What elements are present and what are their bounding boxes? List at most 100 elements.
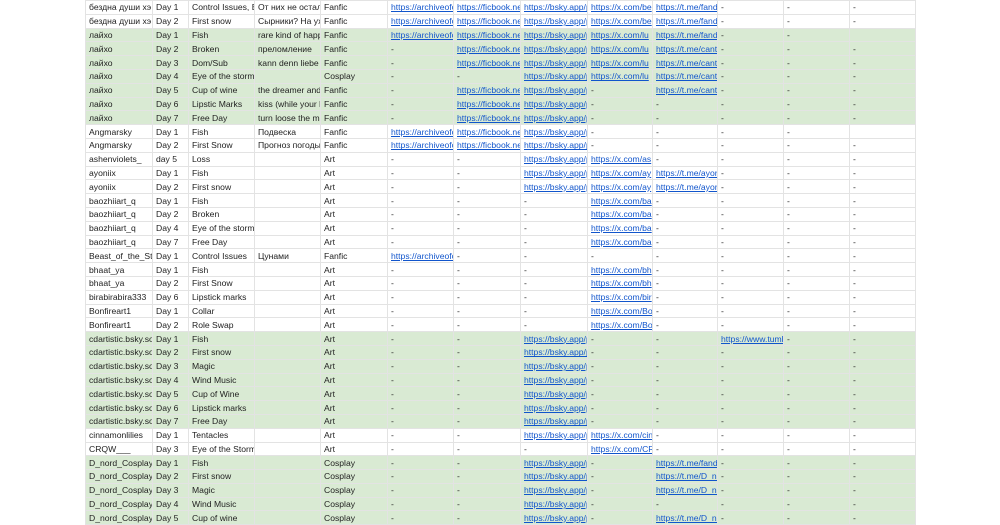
hyperlink[interactable]: https://x.com/lu: [591, 29, 649, 40]
cell-type[interactable]: Fanfic: [320, 41, 388, 57]
cell-ficbook-link[interactable]: -: [453, 413, 521, 429]
cell-prompt[interactable]: Eye of the storm: [188, 220, 255, 236]
hyperlink[interactable]: https://x.com/bir: [591, 292, 652, 303]
cell-title[interactable]: [254, 510, 321, 525]
cell-ao3-link[interactable]: -: [387, 55, 454, 70]
hyperlink[interactable]: https://ficbook.ne: [457, 57, 521, 68]
cell-ficbook-link[interactable]: https://ficbook.ne: [453, 27, 521, 43]
hyperlink[interactable]: https://x.com/bh: [591, 278, 652, 289]
cell-telegram-link[interactable]: -: [652, 248, 718, 264]
cell-title[interactable]: [254, 179, 321, 195]
hyperlink[interactable]: https://x.com/as: [591, 154, 652, 165]
hyperlink[interactable]: https://x.com/be: [591, 16, 652, 27]
cell-ficbook-link[interactable]: -: [453, 386, 521, 402]
cell-tumblr-link[interactable]: -: [717, 220, 784, 236]
cell-tumblr-link[interactable]: -: [717, 0, 784, 15]
cell-ficbook-link[interactable]: https://ficbook.ne: [453, 0, 521, 15]
cell-x-link[interactable]: https://x.com/bir: [587, 289, 653, 305]
cell-extra-link-2[interactable]: -: [849, 13, 916, 29]
cell-x-link[interactable]: -: [587, 137, 653, 153]
cell-type[interactable]: Art: [320, 358, 388, 374]
hyperlink[interactable]: https://bsky.app/p: [524, 154, 588, 165]
cell-day[interactable]: Day 5: [152, 386, 189, 402]
cell-extra-link-1[interactable]: -: [783, 165, 850, 181]
cell-author[interactable]: лайхо: [85, 41, 153, 57]
cell-day[interactable]: Day 1: [152, 303, 189, 319]
cell-author[interactable]: ayoniix: [85, 179, 153, 195]
cell-telegram-link[interactable]: https://t.me/fando: [652, 0, 718, 15]
cell-extra-link-2[interactable]: -: [849, 41, 916, 57]
cell-extra-link-1[interactable]: -: [783, 386, 850, 402]
cell-bsky-link[interactable]: https://bsky.app/p: [520, 55, 588, 70]
hyperlink[interactable]: https://bsky.app/p: [524, 29, 588, 40]
cell-type[interactable]: Fanfic: [320, 55, 388, 70]
cell-ao3-link[interactable]: https://archiveofo: [387, 27, 454, 43]
cell-extra-link-2[interactable]: -: [849, 137, 916, 153]
cell-day[interactable]: Day 2: [152, 317, 189, 333]
cell-x-link[interactable]: https://x.com/bh: [587, 262, 653, 277]
cell-extra-link-2[interactable]: -: [849, 275, 916, 291]
cell-type[interactable]: Art: [320, 220, 388, 236]
cell-author[interactable]: ashenviolets_: [85, 151, 153, 167]
hyperlink[interactable]: https://bsky.app/p: [524, 402, 588, 413]
cell-type[interactable]: Art: [320, 262, 388, 277]
cell-tumblr-link[interactable]: -: [717, 193, 784, 208]
cell-day[interactable]: Day 2: [152, 13, 189, 29]
cell-ficbook-link[interactable]: -: [453, 482, 521, 498]
cell-ao3-link[interactable]: -: [387, 151, 454, 167]
cell-day[interactable]: Day 7: [152, 110, 189, 126]
hyperlink[interactable]: https://x.com/be: [591, 2, 652, 13]
cell-tumblr-link[interactable]: -: [717, 289, 784, 305]
cell-ficbook-link[interactable]: -: [453, 469, 521, 484]
hyperlink[interactable]: https://ficbook.ne: [457, 85, 521, 96]
cell-bsky-link[interactable]: https://bsky.app/p: [520, 386, 588, 402]
cell-extra-link-2[interactable]: -: [849, 165, 916, 181]
cell-author[interactable]: D_nord_Cosplay: [85, 482, 153, 498]
hyperlink[interactable]: https://bsky.app/p: [524, 126, 588, 137]
cell-bsky-link[interactable]: https://bsky.app/p: [520, 165, 588, 181]
cell-x-link[interactable]: https://x.com/ba: [587, 234, 653, 250]
hyperlink[interactable]: https://bsky.app/p: [524, 333, 588, 344]
cell-telegram-link[interactable]: -: [652, 137, 718, 153]
cell-day[interactable]: day 5: [152, 151, 189, 167]
hyperlink[interactable]: https://t.me/ayoni: [656, 167, 718, 178]
hyperlink[interactable]: https://bsky.app/p: [524, 499, 588, 510]
cell-ao3-link[interactable]: https://archiveofo: [387, 124, 454, 139]
cell-x-link[interactable]: -: [587, 413, 653, 429]
cell-tumblr-link[interactable]: -: [717, 96, 784, 112]
cell-type[interactable]: Fanfic: [320, 96, 388, 112]
cell-telegram-link[interactable]: -: [652, 372, 718, 388]
cell-extra-link-1[interactable]: -: [783, 27, 850, 43]
cell-prompt[interactable]: Cup of wine: [188, 82, 255, 98]
cell-extra-link-1[interactable]: -: [783, 496, 850, 512]
cell-telegram-link[interactable]: https://t.me/D_no: [652, 510, 718, 525]
cell-ao3-link[interactable]: -: [387, 96, 454, 112]
cell-prompt[interactable]: Lipstick marks: [188, 289, 255, 305]
cell-tumblr-link[interactable]: -: [717, 137, 784, 153]
cell-telegram-link[interactable]: https://t.me/cante: [652, 68, 718, 84]
hyperlink[interactable]: https://ficbook.ne: [457, 43, 521, 54]
cell-telegram-link[interactable]: -: [652, 400, 718, 415]
cell-title[interactable]: the dreamer and: [254, 82, 321, 98]
cell-tumblr-link[interactable]: -: [717, 482, 784, 498]
cell-extra-link-2[interactable]: -: [849, 510, 916, 525]
cell-type[interactable]: Art: [320, 151, 388, 167]
cell-extra-link-2[interactable]: -: [849, 344, 916, 360]
cell-type[interactable]: Art: [320, 234, 388, 250]
cell-author[interactable]: bhaat_ya: [85, 275, 153, 291]
cell-bsky-link[interactable]: -: [520, 234, 588, 250]
cell-type[interactable]: Art: [320, 386, 388, 402]
cell-author[interactable]: baozhiiart_q: [85, 206, 153, 222]
cell-author[interactable]: D_nord_Cosplay: [85, 469, 153, 484]
hyperlink[interactable]: https://t.me/cante: [656, 43, 718, 54]
cell-extra-link-1[interactable]: -: [783, 469, 850, 484]
cell-telegram-link[interactable]: -: [652, 193, 718, 208]
hyperlink[interactable]: https://archiveofo: [391, 16, 454, 27]
cell-telegram-link[interactable]: https://t.me/cante: [652, 55, 718, 70]
cell-bsky-link[interactable]: https://bsky.app/p: [520, 482, 588, 498]
hyperlink[interactable]: https://archiveofo: [391, 29, 454, 40]
cell-ficbook-link[interactable]: -: [453, 234, 521, 250]
cell-title[interactable]: [254, 303, 321, 319]
cell-prompt[interactable]: Broken: [188, 206, 255, 222]
cell-bsky-link[interactable]: https://bsky.app/p: [520, 27, 588, 43]
